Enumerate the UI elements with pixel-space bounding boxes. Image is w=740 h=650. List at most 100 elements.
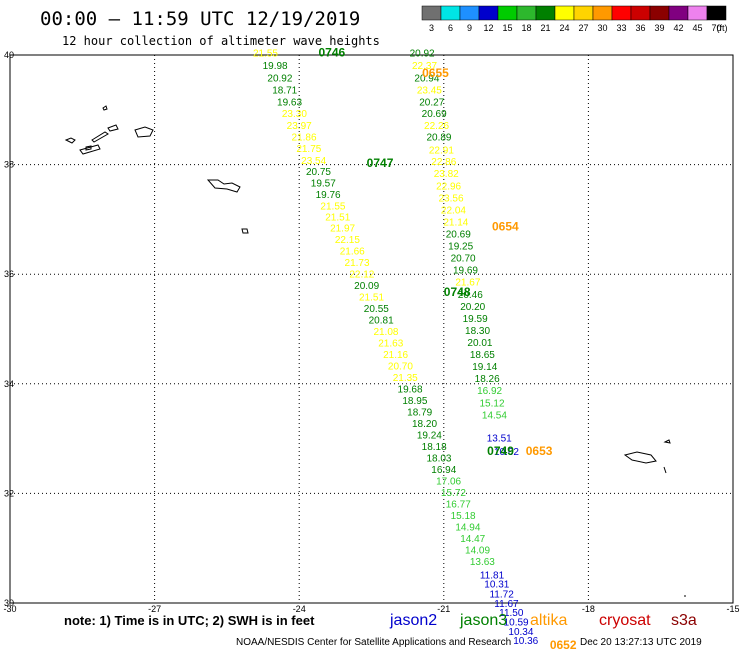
page-subtitle: 12 hour collection of altimeter wave hei… (62, 34, 380, 48)
wave-height-value: 20.09 (354, 281, 379, 292)
legend-label: 12 (483, 23, 493, 33)
legend-label: 36 (635, 23, 645, 33)
azores-island-pico (79, 144, 101, 155)
legend-s3a: s3a (671, 612, 697, 629)
porto-santo-island (663, 439, 671, 444)
lat-tick-label: 30 (4, 598, 14, 608)
wave-height-value: 22.37 (412, 61, 437, 72)
wave-height-value: 20.69 (446, 229, 471, 240)
wave-height-value: 19.98 (263, 61, 288, 72)
map-border (9, 54, 734, 604)
legend-swatch (440, 5, 461, 21)
coastlines (64, 105, 686, 597)
wave-height-value: 17.06 (436, 477, 461, 488)
wave-height-value: 21.75 (296, 144, 321, 155)
wave-height-value: 20.75 (306, 167, 331, 178)
wave-height-value: 19.69 (453, 266, 478, 277)
lat-tick-label: 38 (4, 160, 14, 170)
wave-height-value: 21.67 (455, 278, 480, 289)
legend-label: 27 (578, 23, 588, 33)
wave-height-value: 23.56 (439, 193, 464, 204)
wave-height-value: 19.68 (398, 385, 423, 396)
wave-height-value: 18.65 (470, 350, 495, 361)
axis-ticks: -30 -27 -24 -21 -18 -15 30 32 34 36 38 40 (3, 50, 739, 614)
wave-height-value: 21.51 (359, 293, 384, 304)
legend-swatch (592, 5, 613, 21)
lon-tick-label: -15 (726, 604, 739, 614)
azores-island-santa-maria (241, 228, 249, 234)
wave-height-value: 19.24 (417, 431, 442, 442)
legend-swatch (497, 5, 518, 21)
legend-swatch (611, 5, 632, 21)
wave-height-value: 22.04 (441, 205, 466, 216)
wave-height-value: 21.63 (378, 339, 403, 350)
madeira-island (623, 451, 657, 464)
pass-time-label: 0653 (526, 444, 553, 458)
legend-jason3: jason3 (459, 612, 507, 629)
legend-label: 24 (559, 23, 569, 33)
wave-height-value: 10.31 (484, 580, 509, 591)
color-legend: 3 6 9 12 15 18 21 24 27 30 33 36 39 42 45 70 (421, 5, 727, 33)
wave-height-value: 22.86 (431, 157, 456, 168)
wave-height-value: 21.97 (330, 223, 355, 234)
legend-swatch (535, 5, 556, 21)
legend-label: 9 (467, 23, 472, 33)
legend-label: 39 (654, 23, 664, 33)
credit-line: NOAA/NESDIS Center for Satellite Applica… (236, 637, 511, 648)
wave-height-value: 11.72 (489, 590, 514, 601)
desertas-island (663, 466, 667, 474)
wave-height-value: 13.51 (487, 433, 512, 444)
lon-tick-label: -24 (293, 604, 306, 614)
wave-height-value: 23.54 (301, 156, 326, 167)
pass-time-label: 0748 (444, 285, 471, 299)
legend-label: 45 (692, 23, 702, 33)
wave-height-value: 19.59 (463, 314, 488, 325)
lat-tick-label: 32 (4, 488, 14, 498)
pass-time-labels: 0746 0655 0747 0654 0748 0749 0653 0652 (318, 46, 576, 650)
lat-tick-label: 36 (4, 269, 14, 279)
pass-time-label: 0746 (318, 46, 345, 60)
wave-height-value: 18.03 (426, 454, 451, 465)
wave-height-value: 21.14 (443, 217, 468, 228)
wave-height-value: 20.92 (267, 73, 292, 84)
legend-jason2: jason2 (389, 612, 437, 629)
legend-label: 33 (616, 23, 626, 33)
wave-height-value: 21.55 (320, 202, 345, 213)
wave-height-value: 21.66 (340, 246, 365, 257)
legend-swatch (459, 5, 480, 21)
wave-height-value: 20.55 (364, 304, 389, 315)
generated-timestamp: Dec 20 13:27:13 UTC 2019 (580, 637, 702, 648)
azores-island-terceira-east (134, 126, 154, 138)
wave-height-value: 18.95 (402, 396, 427, 407)
wave-height-value: 11.50 (499, 608, 524, 619)
wave-height-value: 20.20 (460, 302, 485, 313)
wave-height-value: 19.76 (316, 190, 341, 201)
footer-note: note: 1) Time is in UTC; 2) SWH is in fe… (64, 613, 315, 628)
wave-height-value: 18.20 (412, 419, 437, 430)
azores-island-sao-miguel (206, 179, 241, 193)
wave-height-value: 10.36 (513, 636, 538, 647)
wave-height-value: 19.63 (277, 97, 302, 108)
wave-height-value: 14.47 (460, 534, 485, 545)
wave-height-value: 18.30 (465, 326, 490, 337)
legend-swatch (478, 5, 499, 21)
wave-height-value: 20.89 (426, 132, 451, 143)
legend-altika: altika (530, 612, 567, 629)
wave-height-value: 22.96 (436, 181, 461, 192)
azores-island-graciosa (64, 137, 76, 144)
legend-cryosat: cryosat (599, 612, 651, 629)
wave-height-value: 19.14 (472, 362, 497, 373)
legend-swatch (649, 5, 670, 21)
legend-swatch (630, 5, 651, 21)
azores-island-flores (102, 105, 108, 111)
lon-tick-label: -21 (437, 604, 450, 614)
azores-island-terceira (107, 124, 119, 132)
legend-label: 21 (540, 23, 550, 33)
pass-time-label: 0655 (422, 66, 449, 80)
legend-swatch (573, 5, 594, 21)
legend-swatch (421, 5, 442, 21)
altimeter-tracks: 21.5519.9820.9218.7119.6323.3023.9721.86… (253, 49, 539, 647)
legend-unit: (ft) (717, 23, 728, 33)
wave-height-value: 10.59 (504, 617, 529, 628)
